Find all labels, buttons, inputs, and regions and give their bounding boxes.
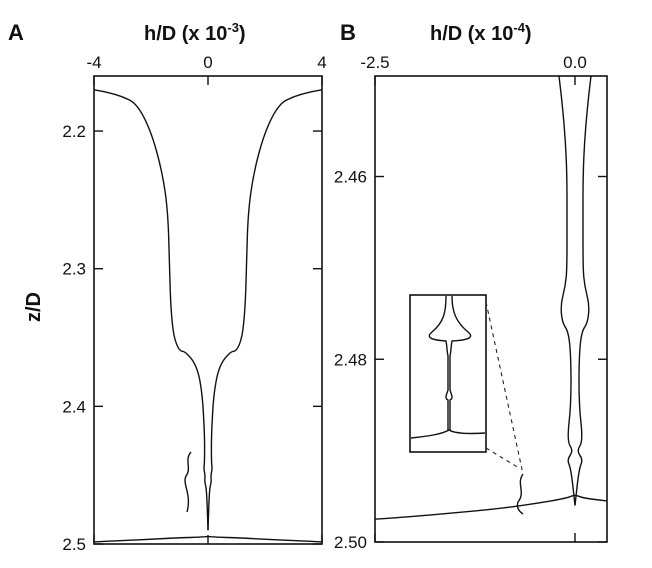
panel-b-series-2 xyxy=(374,494,608,520)
panel-a-series-1 xyxy=(207,89,323,531)
panel-b-xtick-label: 0.0 xyxy=(563,53,587,72)
panel-a-ytick-label: 2.5 xyxy=(62,535,86,554)
inset-neck-left xyxy=(428,295,449,430)
panel-a-letter: A xyxy=(8,20,24,45)
zoom-connector-lower xyxy=(485,447,520,469)
zoom-connector-upper xyxy=(485,301,524,475)
inset-neck-right xyxy=(449,295,472,430)
inset-frame xyxy=(409,294,487,453)
panel-a-xtick-label: -4 xyxy=(86,53,101,72)
panel-a-series-0 xyxy=(93,89,209,531)
panel-a-ytick-label: 2.2 xyxy=(62,122,86,141)
panel-a-ylabel: z/D xyxy=(23,292,45,322)
inset-base xyxy=(410,429,486,439)
panel-b-ytick-label: 2.48 xyxy=(334,350,367,369)
panel-b-plot: -2.5 0.0 2.46 2.48 2.50 xyxy=(334,53,608,552)
panel-b-series-0 xyxy=(558,75,576,506)
panel-a-ytick-label: 2.4 xyxy=(62,397,86,416)
panel-b-frame xyxy=(374,75,608,543)
panel-b-xtick-label: -2.5 xyxy=(360,53,389,72)
panel-a-ytick-label: 2.3 xyxy=(62,260,86,279)
panel-b-series-1 xyxy=(574,75,592,506)
panel-a-xtick-label: 4 xyxy=(317,53,326,72)
panel-b-inset xyxy=(409,294,487,453)
panel-a-xlabel: h/D (x 10-3) xyxy=(144,20,246,45)
panel-a-plot: -4 0 4 2.2 2.3 2.4 2.5 xyxy=(62,53,326,554)
panel-a-xtick-label: 0 xyxy=(203,53,212,72)
panel-b-xlabel: h/D (x 10-4) xyxy=(430,20,532,45)
panel-b-ytick-label: 2.46 xyxy=(334,168,367,187)
panel-b-letter: B xyxy=(340,20,356,45)
panel-b-ytick-label: 2.50 xyxy=(334,533,367,552)
panel-a-satellite-trace xyxy=(184,451,192,513)
panel-a-frame xyxy=(93,75,323,545)
panel-b-satellite-trace xyxy=(516,473,524,515)
panel-a-series-2 xyxy=(93,535,323,543)
